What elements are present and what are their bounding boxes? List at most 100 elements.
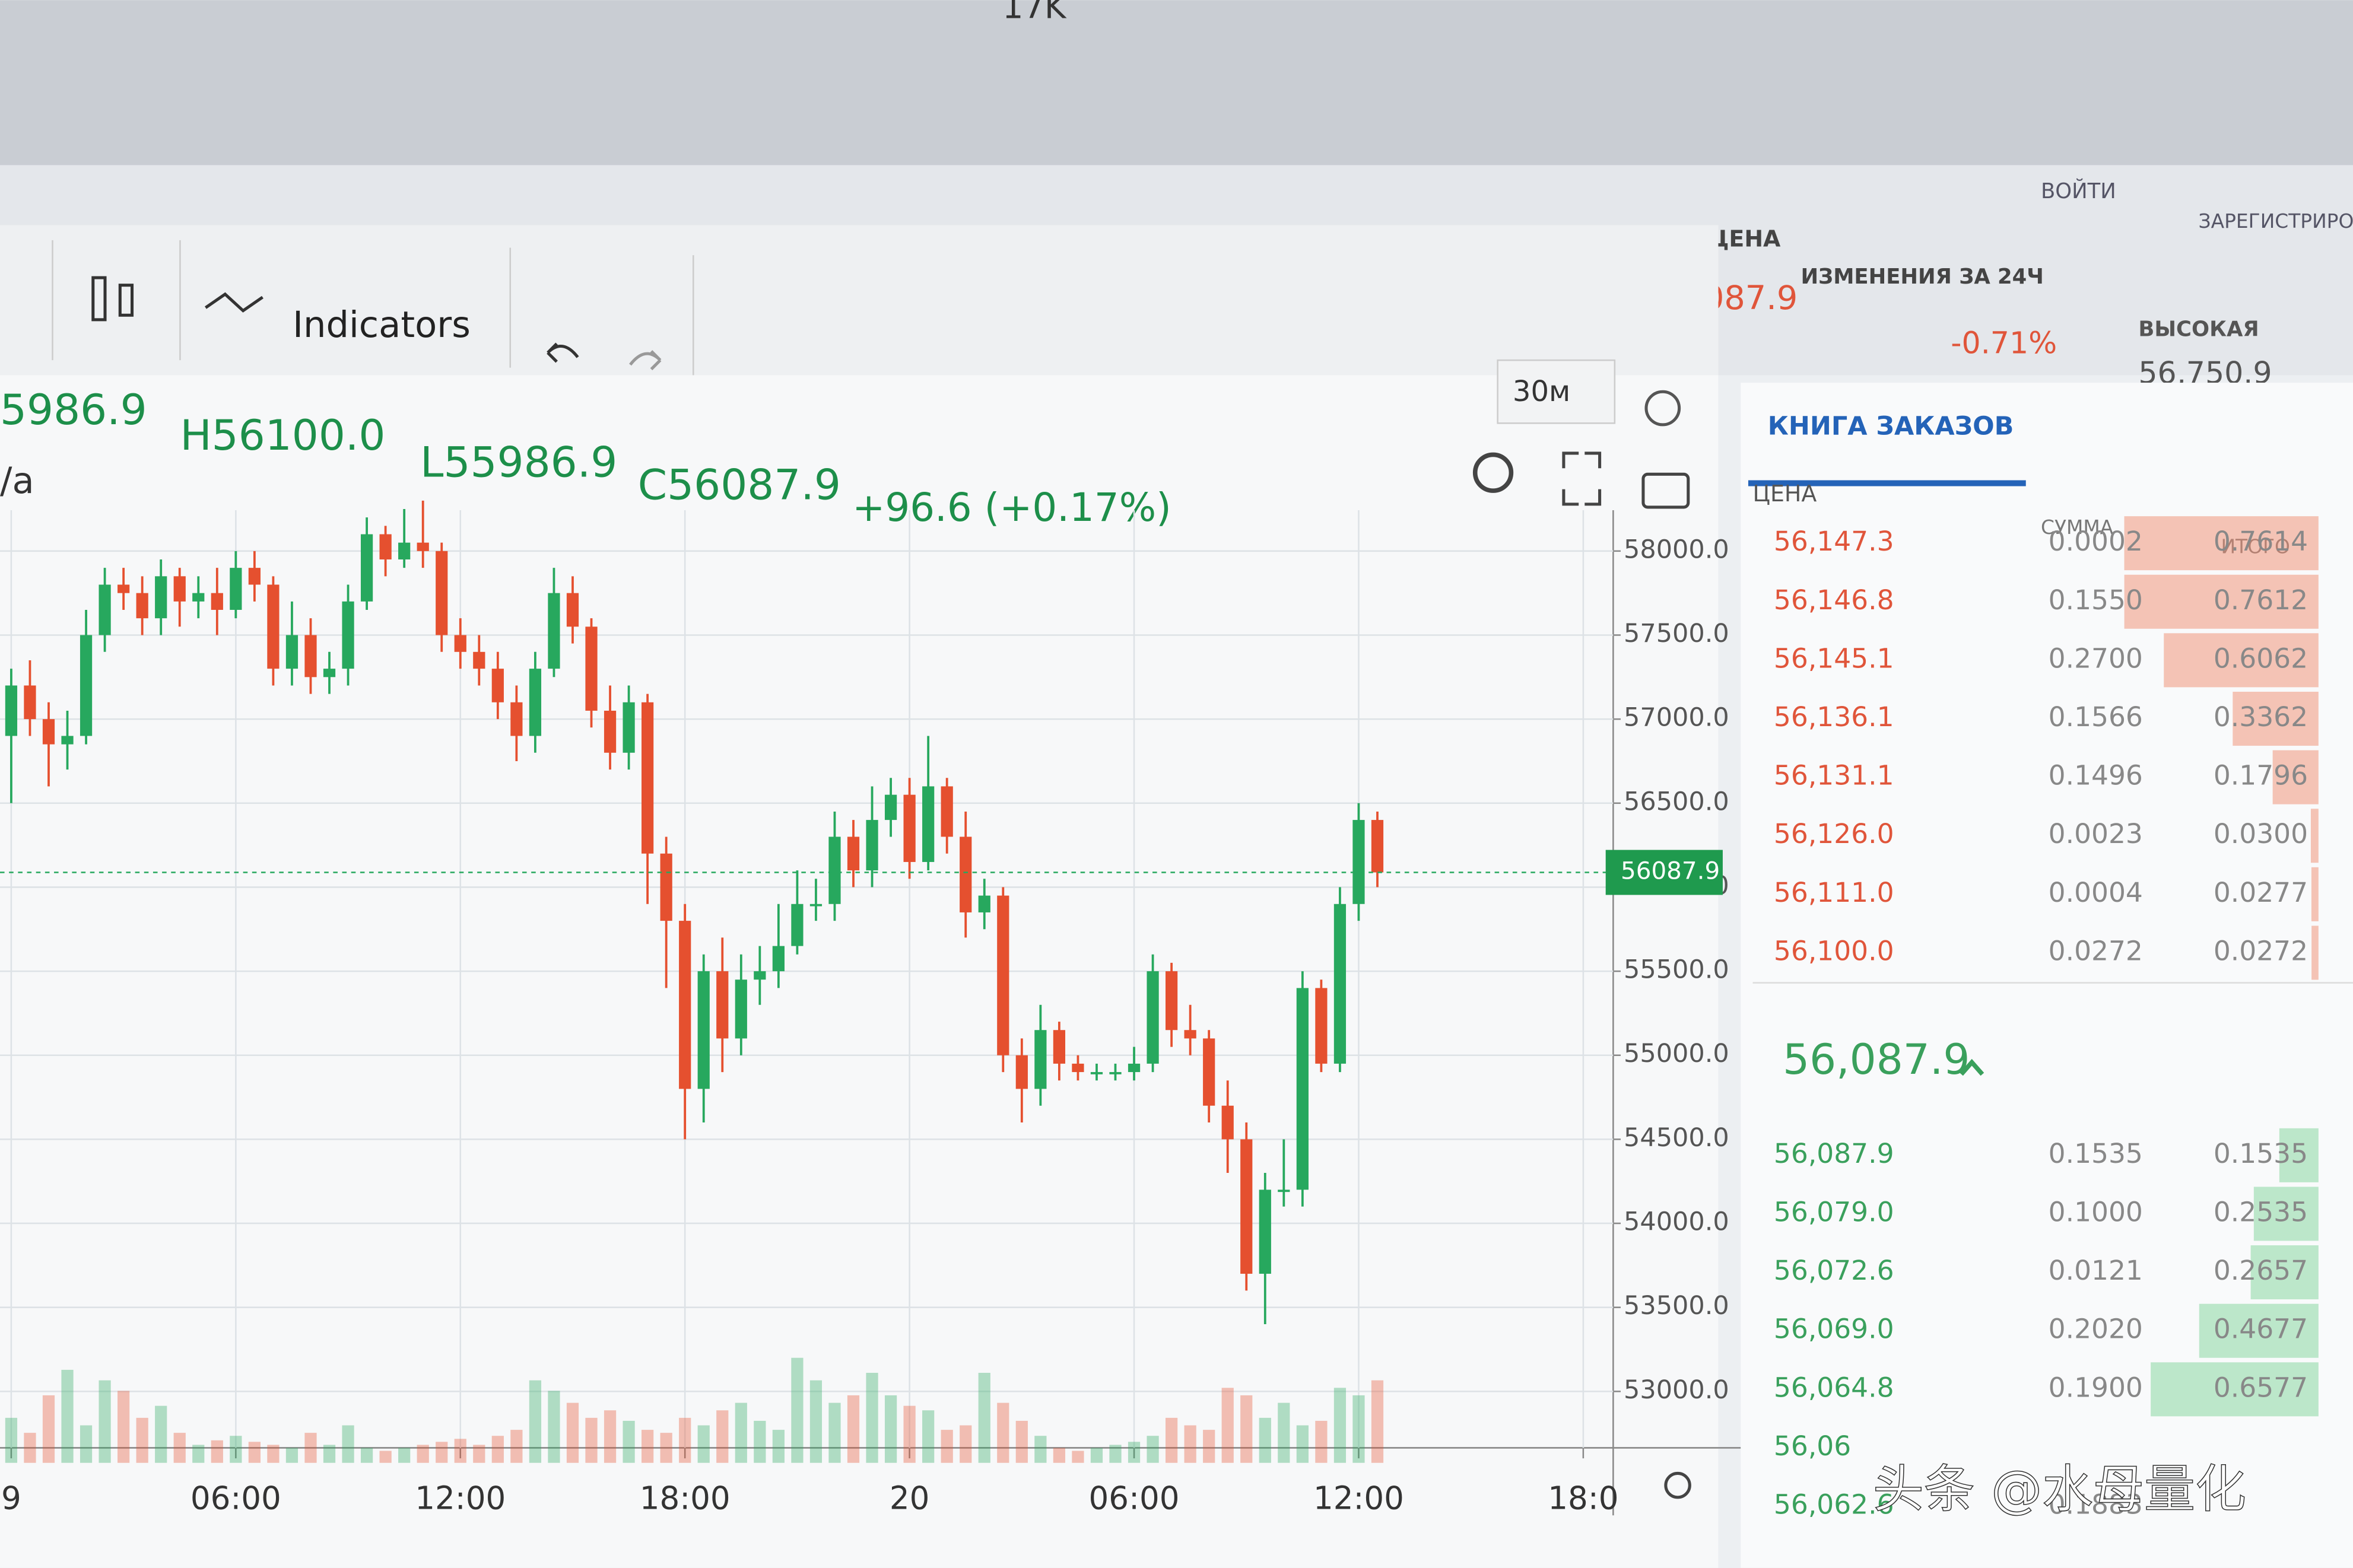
volume-bar — [155, 1405, 167, 1463]
candle-body — [1296, 988, 1309, 1190]
candle-body — [61, 736, 74, 745]
volume-bar — [1278, 1402, 1290, 1463]
column-header: ЦЕНА — [1753, 481, 1817, 507]
volume-bar — [173, 1433, 186, 1463]
volume-bar — [118, 1391, 130, 1463]
legend-high: H56100.0 — [180, 411, 385, 460]
volume-bar — [679, 1417, 691, 1463]
volume-bar — [136, 1417, 148, 1463]
candle-body — [604, 710, 617, 753]
candle-body — [173, 576, 186, 602]
volume-bar — [960, 1425, 972, 1463]
book-total: 0.7612 — [2214, 584, 2308, 616]
candle-body — [304, 635, 317, 678]
candle-body — [1240, 1139, 1253, 1274]
reset-button[interactable] — [1644, 390, 1681, 427]
last-price-tag — [1605, 850, 1723, 895]
candle-body — [791, 904, 804, 946]
candle-body — [1184, 1030, 1196, 1039]
x-tick-label: 18:0 — [1548, 1480, 1618, 1517]
candle-body — [978, 895, 990, 912]
volume-bar — [1315, 1420, 1328, 1463]
book-price: 56,069.0 — [1774, 1313, 1894, 1345]
volume-bar — [1371, 1380, 1384, 1463]
book-amount: 0.1883 — [2049, 1489, 2143, 1521]
last-price-tag-label: 56087.9 — [1621, 857, 1720, 885]
volume-bar — [1333, 1388, 1347, 1463]
volume-bar — [566, 1402, 579, 1463]
candle-body — [5, 685, 18, 736]
fullscreen-button[interactable] — [1562, 451, 1602, 506]
login-link[interactable]: ВОЙТИ — [2041, 179, 2116, 203]
candle-body — [1203, 1038, 1215, 1106]
column-header: СУММА — [2041, 516, 2114, 539]
volume-bar — [1240, 1395, 1253, 1463]
candle-body — [1090, 1072, 1103, 1074]
volume-bar — [697, 1425, 710, 1463]
book-total: 0.0277 — [2214, 877, 2308, 908]
chart-panel — [0, 225, 1719, 1568]
volume-bar — [398, 1448, 411, 1463]
volume-bar — [192, 1445, 205, 1463]
volume-bar — [267, 1445, 280, 1463]
watermark: 头条 @水母量化 — [1873, 1460, 2246, 1519]
book-price: 56,072.6 — [1774, 1255, 1894, 1286]
candle-body — [809, 904, 823, 907]
candle-body — [529, 669, 542, 736]
book-amount: 0.0272 — [2049, 935, 2143, 966]
book-price: 56,147.3 — [1774, 526, 1894, 557]
volume-bar — [285, 1448, 299, 1463]
volume-bar — [716, 1410, 729, 1463]
book-price: 56,145.1 — [1774, 643, 1894, 674]
candle-body — [772, 946, 785, 972]
candle-body — [491, 669, 504, 702]
screenshot-button[interactable] — [1641, 472, 1690, 509]
candle-body — [1166, 971, 1178, 1031]
volume-bar — [548, 1391, 560, 1463]
volume-bar — [211, 1440, 223, 1463]
browser-bar — [0, 0, 2353, 166]
order-book-title[interactable]: КНИГА ЗАКАЗОВ — [1768, 411, 2014, 441]
book-price: 56,146.8 — [1774, 584, 1894, 616]
volume-bar — [323, 1445, 336, 1463]
book-total: 0.1796 — [2214, 760, 2308, 791]
volume-bar — [230, 1436, 242, 1463]
axis-settings-button[interactable] — [1664, 1471, 1691, 1499]
candle-body — [884, 794, 897, 820]
book-price: 56,06 — [1774, 1430, 1851, 1462]
indicators-icon[interactable] — [204, 292, 263, 313]
settings-button[interactable] — [1472, 452, 1514, 493]
candle-body — [1015, 1055, 1028, 1089]
chart-toolbar — [0, 225, 1719, 376]
register-link[interactable]: ЗАРЕГИСТРИРОВАТЬСЯ — [2199, 209, 2353, 233]
volume-bar — [1221, 1388, 1234, 1463]
undo-button[interactable] — [547, 342, 579, 363]
depth-bar — [2151, 1362, 2319, 1417]
volume-bar — [304, 1433, 317, 1463]
candles-icon[interactable] — [91, 276, 134, 322]
interval-value[interactable]: 30м — [1513, 375, 1570, 408]
interval-select[interactable] — [1497, 359, 1616, 424]
depth-bar — [2310, 809, 2319, 863]
book-price: 56,111.0 — [1774, 877, 1894, 908]
candle-body — [679, 921, 691, 1089]
y-tick-label: 57000.0 — [1624, 703, 1729, 733]
indicators-button[interactable]: Indicators — [293, 304, 471, 346]
depth-bar — [2253, 1187, 2319, 1241]
candle-body — [997, 895, 1009, 1055]
volume-bar — [24, 1433, 36, 1463]
candle-body — [735, 979, 747, 1039]
legend-open: 5986.9 — [0, 385, 147, 434]
volume-bar — [828, 1402, 841, 1463]
candle-body — [847, 837, 860, 871]
volume-bar — [1147, 1436, 1159, 1463]
depth-bar — [2124, 574, 2319, 629]
redo-button[interactable] — [629, 350, 662, 371]
candle-body — [1072, 1063, 1084, 1073]
book-amount: 0.1496 — [2049, 760, 2143, 791]
candle-body — [1371, 820, 1384, 873]
book-total: 0.2657 — [2214, 1255, 2308, 1286]
volume-bar — [1203, 1430, 1215, 1463]
candle-body — [548, 593, 560, 669]
book-total: 0.7614 — [2214, 526, 2308, 557]
